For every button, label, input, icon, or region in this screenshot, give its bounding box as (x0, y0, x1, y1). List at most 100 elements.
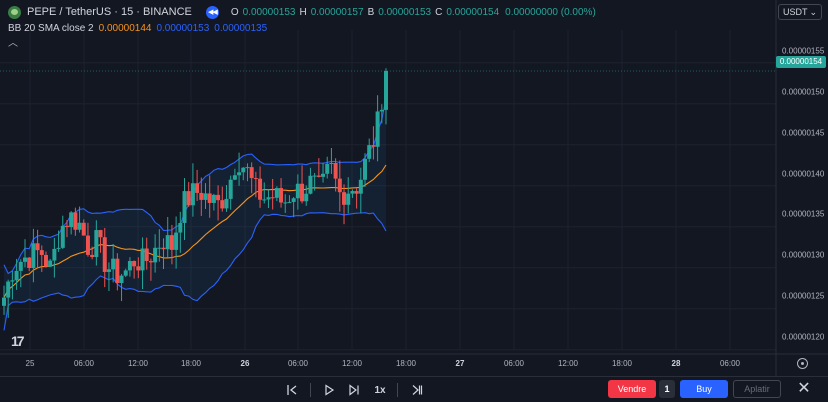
indicator-legend[interactable]: BB 20 SMA close 2 0.00000144 0.00000153 … (8, 21, 267, 35)
candle-body (140, 248, 145, 271)
candle (228, 175, 233, 210)
buy-button[interactable]: Buy (680, 380, 728, 398)
quantity-field[interactable]: 1 (659, 380, 675, 398)
candle-body (10, 280, 15, 282)
currency-label: USDT (783, 7, 808, 17)
jump-to-realtime-icon[interactable] (409, 382, 425, 398)
candle-body (85, 235, 90, 255)
replay-icon[interactable]: ◀◀ (205, 5, 219, 19)
candle-body (245, 167, 250, 169)
price-tick: 0.00000155 (782, 46, 825, 56)
flatten-button[interactable]: Aplatir (733, 380, 781, 398)
candle-body (90, 254, 95, 258)
candle (69, 211, 74, 235)
jump-to-start-icon[interactable] (284, 382, 300, 398)
candle (132, 260, 137, 279)
high-value: 0.00000157 (310, 6, 364, 18)
symbol-legend: PEPE / TetherUS · 15 · BINANCE ◀◀ O 0.000… (8, 5, 596, 19)
candle (274, 186, 279, 202)
candle (43, 251, 48, 268)
high-key: H (299, 6, 307, 18)
candle-body (211, 194, 216, 203)
tradingview-logo[interactable]: 17 (11, 333, 25, 349)
time-tick: 18:00 (395, 359, 417, 368)
time-axis[interactable]: 25 06:00 12:00 18:00 26 06:00 12:00 18:0… (0, 356, 776, 372)
time-tick: 06:00 (503, 359, 525, 368)
candle (384, 68, 388, 125)
candle-body (165, 235, 170, 250)
close-value: 0.00000154 (446, 6, 500, 18)
candle (279, 178, 284, 208)
candle-body (94, 230, 99, 258)
candle-body (178, 222, 183, 233)
price-axis[interactable]: 0.00000155 0.00000150 0.00000145 0.00000… (776, 30, 828, 350)
candle (342, 184, 347, 225)
candle (253, 171, 258, 198)
candle (153, 234, 158, 273)
symbol-title[interactable]: PEPE / TetherUS · 15 · BINANCE (27, 6, 192, 18)
candle-body (354, 191, 359, 194)
candle (85, 222, 90, 257)
candle-body (379, 109, 384, 112)
candle-body (258, 178, 263, 200)
candle (375, 95, 380, 162)
ohlc-values: O 0.00000153 H 0.00000157 B 0.00000153 C 0.0… (231, 7, 596, 18)
candle-body (224, 198, 229, 209)
time-tick: 26 (240, 359, 250, 368)
candle-body (300, 183, 305, 202)
candle (35, 229, 40, 268)
candle-body (123, 270, 128, 276)
candle-body (203, 193, 208, 200)
candle-body (358, 179, 363, 194)
candle-body (274, 188, 279, 198)
candle (312, 172, 317, 191)
candle (216, 185, 221, 221)
candle (262, 182, 267, 204)
candle (300, 165, 305, 204)
time-tick: 18:00 (180, 359, 202, 368)
candle (304, 185, 309, 206)
open-value: 0.00000153 (242, 6, 296, 18)
chevron-up-icon[interactable]: ︿ (8, 38, 18, 49)
close-icon[interactable]: ✕ (797, 380, 811, 397)
candle-body (127, 261, 132, 271)
candle-body (111, 258, 116, 270)
candle (73, 207, 78, 236)
candle-body (346, 193, 351, 205)
candle (77, 206, 82, 233)
candle-body (182, 191, 187, 223)
sell-button[interactable]: Vendre (608, 380, 656, 398)
step-forward-icon[interactable] (346, 382, 362, 398)
candle (237, 152, 242, 186)
gear-icon[interactable] (797, 358, 808, 369)
candle-body (308, 175, 313, 194)
candle-body (363, 158, 368, 180)
candle-body (291, 198, 296, 202)
candle-body (52, 248, 57, 261)
speed-button[interactable]: 1x (374, 384, 386, 396)
candle (316, 158, 321, 178)
currency-select[interactable]: USDT ⌄ (778, 4, 822, 20)
open-key: O (230, 6, 239, 18)
time-tick: 12:00 (557, 359, 579, 368)
candle-body (337, 178, 342, 193)
play-icon[interactable] (321, 382, 337, 398)
candle (60, 215, 65, 249)
candle (115, 253, 120, 291)
candle-body (39, 250, 44, 255)
bb-upper-value: 0.00000153 (156, 22, 210, 34)
candle (123, 268, 128, 278)
candle (329, 147, 334, 174)
candle-body (132, 261, 137, 267)
candle-body (186, 191, 191, 206)
candle-body (367, 145, 372, 159)
candle (270, 178, 275, 210)
candle (266, 190, 271, 208)
candle (169, 224, 174, 265)
indicator-name[interactable]: BB 20 SMA close 2 (8, 22, 94, 34)
candle (245, 163, 250, 182)
candle (207, 175, 212, 218)
candle (321, 162, 326, 183)
candle (224, 185, 229, 212)
